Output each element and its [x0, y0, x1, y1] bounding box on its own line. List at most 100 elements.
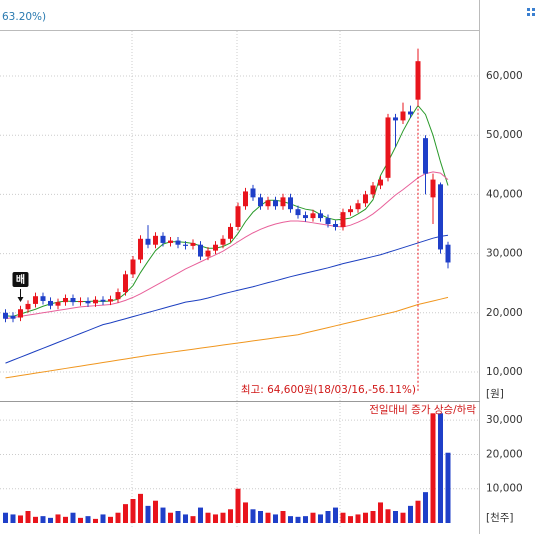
candle-body [250, 188, 256, 198]
candle-body [445, 244, 451, 263]
volume-bar [235, 488, 241, 523]
volume-bar [70, 512, 76, 523]
volume-bar [55, 514, 61, 523]
volume-bar [3, 512, 8, 523]
candle-body [100, 299, 106, 302]
volume-bar [130, 499, 136, 523]
candle-body [25, 303, 31, 310]
y-tick-label: 10,000 [486, 483, 523, 495]
candle-body [18, 309, 23, 318]
candle-body [288, 197, 293, 210]
volume-bar [145, 505, 151, 523]
candle-body [258, 197, 263, 207]
volume-bar [175, 511, 181, 523]
volume-bar [168, 512, 173, 523]
candle-body [280, 197, 286, 207]
candle-body [205, 250, 211, 257]
volume-bar [228, 509, 233, 523]
volume-bar [393, 511, 398, 523]
volume-bar [115, 512, 121, 523]
volume-bar [183, 514, 188, 523]
candle-body [363, 194, 368, 204]
volume-bar [85, 516, 91, 523]
volume-bar [48, 517, 53, 523]
candle-body [115, 292, 121, 300]
y-tick-label: 20,000 [486, 448, 523, 460]
candle-body [220, 238, 226, 245]
volume-bar [273, 514, 278, 523]
volume-bar [40, 516, 46, 523]
volume-bar [303, 516, 308, 523]
volume-bar [93, 518, 98, 523]
signal-marker: 배 [16, 273, 25, 286]
candle-body [295, 209, 301, 216]
volume-bar [258, 511, 263, 523]
volume-bar [355, 514, 361, 523]
volume-bar [280, 511, 286, 523]
candle-body [430, 179, 436, 198]
volume-bar [340, 512, 346, 523]
candle-body [243, 191, 248, 207]
candle-body [85, 300, 91, 304]
volume-bar [190, 516, 196, 523]
moving-average-line [5, 171, 449, 320]
candle-body [378, 179, 383, 186]
header-text: 63.20%) [2, 11, 46, 23]
candle-body [190, 242, 196, 246]
toolbar-icon[interactable] [527, 8, 535, 16]
candle-body [10, 315, 16, 319]
candle-body [273, 200, 278, 207]
volume-bar [138, 493, 143, 523]
candle-body [63, 297, 68, 303]
volume-bar [438, 413, 443, 523]
candle-body [438, 184, 443, 250]
volume-bar [10, 514, 16, 523]
volume-bar [250, 509, 256, 523]
volume-bar [18, 515, 23, 523]
volume-bar [243, 502, 248, 523]
candle-body [415, 61, 421, 100]
y-tick-label: 40,000 [486, 188, 523, 200]
candle-body [325, 218, 331, 224]
candle-body [130, 259, 136, 275]
y-tick-label: 30,000 [486, 414, 523, 426]
y-tick-label: 60,000 [486, 70, 523, 82]
candle-body [48, 300, 53, 306]
candle-body [123, 274, 128, 293]
candle-body [265, 200, 271, 207]
candle-body [228, 226, 233, 239]
candle-body [40, 296, 46, 301]
unit-label: [천주] [486, 512, 514, 524]
candle-body [138, 238, 143, 260]
volume-bar [423, 492, 428, 523]
volume-bar [348, 516, 353, 523]
candle-body [93, 299, 98, 304]
volume-bar [33, 516, 38, 523]
candle-body [348, 209, 353, 213]
candle-body [340, 212, 346, 227]
candle-body [145, 238, 151, 245]
candle-body [408, 111, 413, 115]
candle-body [370, 185, 376, 195]
volume-bar [310, 512, 316, 523]
volume-bar [445, 452, 451, 523]
volume-bar [213, 514, 218, 523]
candle-body [3, 312, 8, 319]
volume-bar [363, 512, 368, 523]
candle-body [168, 240, 173, 243]
candle-body [55, 302, 61, 306]
y-tick-label: 50,000 [486, 129, 523, 141]
volume-bar [333, 507, 338, 523]
candle-body [70, 297, 76, 303]
volume-bar [325, 511, 331, 523]
moving-average-line [5, 296, 449, 379]
candle-body [235, 206, 241, 227]
candle-body [33, 296, 38, 304]
volume-bar [408, 505, 413, 523]
volume-legend: 전일대비 증가 상승/하락 [369, 403, 476, 416]
candle-body [310, 213, 316, 219]
volume-bar [63, 516, 68, 523]
volume-bar [415, 500, 421, 523]
